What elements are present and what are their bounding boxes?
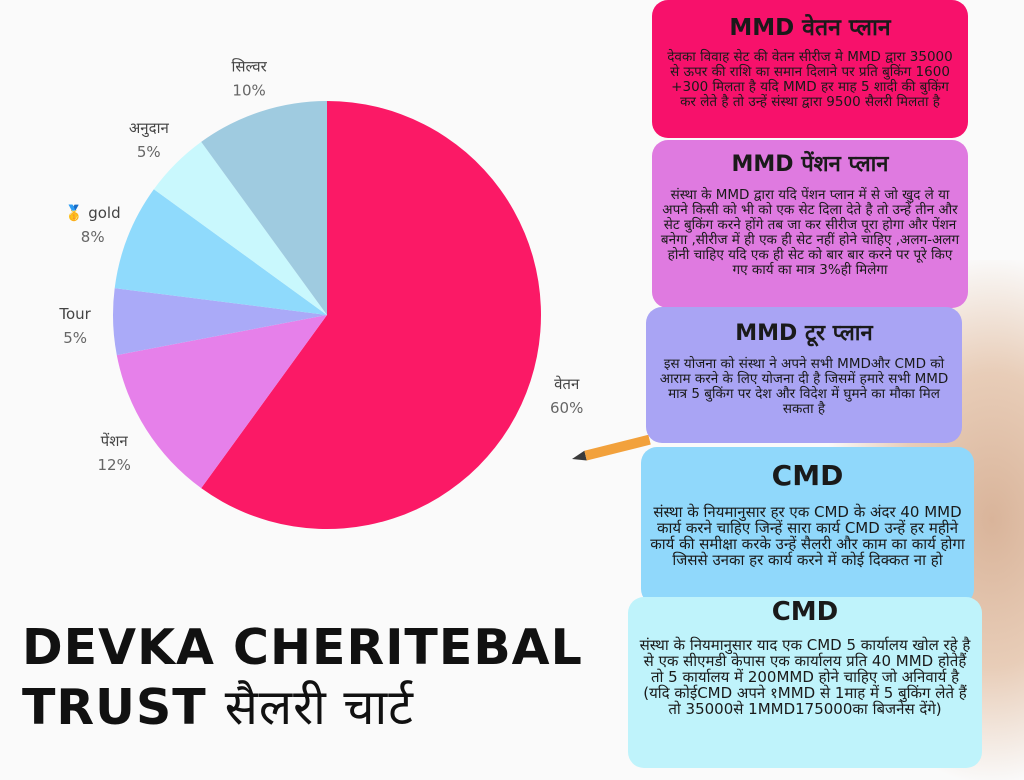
slice-label-4: अनुदान xyxy=(129,119,170,138)
card-cmd: CMD संस्था के नियमानुसार हर एक CMD के अं… xyxy=(641,447,974,605)
pie-slice-2 xyxy=(113,288,327,356)
card-text: संस्था के नियमानुसार याद एक CMD 5 कार्या… xyxy=(639,636,971,718)
card-text: इस योजना को संस्था ने अपने सभी MMDऔर CMD… xyxy=(659,356,949,417)
slice-label-2: Tour xyxy=(58,305,91,323)
card-text: संस्था के MMD द्वारा यदि पेंशन प्लान में… xyxy=(660,187,960,278)
card-text: देवका विवाह सेट की वेतन सीरीज मे MMD द्व… xyxy=(667,49,953,110)
pie-slice-0 xyxy=(201,101,541,529)
slice-percent-5: 10% xyxy=(232,81,265,99)
card-title: MMD टूर प्लान xyxy=(735,321,873,346)
card-title: CMD xyxy=(771,459,844,492)
card-cmd-offices: CMD संस्था के नियमानुसार याद एक CMD 5 का… xyxy=(628,597,982,768)
card-mmd-salary-plan: MMD वेतन प्लान देवका विवाह सेट की वेतन स… xyxy=(652,0,968,138)
title-line-2-hindi: सैलरी चार्ट xyxy=(224,679,414,736)
card-title: CMD xyxy=(771,597,839,627)
page-title: DEVKA CHERITEBAL TRUST सैलरी चार्ट xyxy=(22,618,583,738)
card-mmd-pension-plan: MMD पेंशन प्लान संस्था के MMD द्वारा यदि… xyxy=(652,140,968,308)
slice-label-3: 🥇 gold xyxy=(65,204,121,222)
slice-label-1: पेंशन xyxy=(101,432,129,450)
slice-percent-0: 60% xyxy=(550,399,583,417)
card-text: संस्था के नियमानुसार हर एक CMD के अंदर 4… xyxy=(650,503,965,569)
card-title: MMD वेतन प्लान xyxy=(729,15,891,41)
pie-slice-4 xyxy=(153,141,327,315)
title-line-1: DEVKA CHERITEBAL xyxy=(22,619,583,676)
pencil-image xyxy=(572,434,651,461)
pie-chart: वेतन 60% पेंशन 12% Tour 5% 🥇 gold 8% अनुदान 5% सिल… xyxy=(58,57,583,529)
slice-label-5: सिल्वर xyxy=(231,57,267,75)
pie-slice-3 xyxy=(114,189,327,315)
pie-slice-1 xyxy=(116,315,327,489)
slice-percent-1: 12% xyxy=(98,456,131,474)
pie-slice-5 xyxy=(201,100,327,315)
slice-percent-3: 8% xyxy=(81,228,105,246)
card-title: MMD पेंशन प्लान xyxy=(731,152,889,177)
slice-percent-2: 5% xyxy=(63,329,87,347)
card-mmd-tour-plan: MMD टूर प्लान इस योजना को संस्था ने अपने… xyxy=(646,307,962,443)
slice-percent-4: 5% xyxy=(137,143,161,161)
title-line-2-latin: TRUST xyxy=(22,679,207,736)
slice-label-0: वेतन xyxy=(554,375,580,393)
